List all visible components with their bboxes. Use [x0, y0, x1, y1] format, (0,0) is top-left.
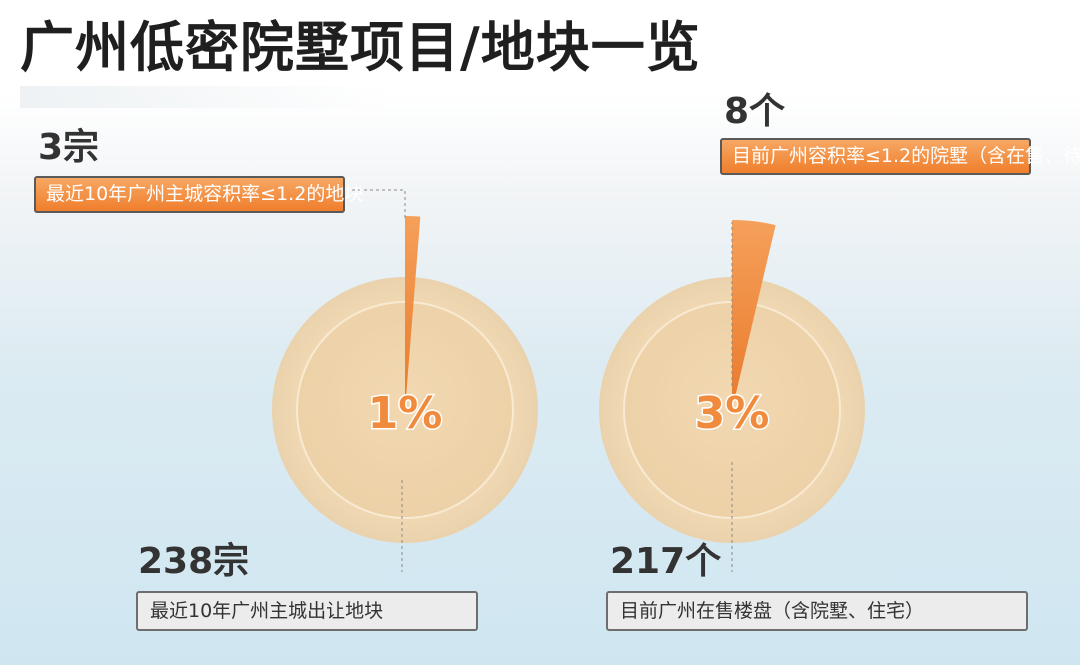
pie2-total-count: 217个	[610, 541, 722, 582]
pie2-highlight-slice	[732, 220, 776, 410]
title-underline-fade	[20, 86, 390, 108]
pie2-highlight-label: 目前广州容积率≤1.2的院墅（含在售、待售）	[720, 138, 1080, 175]
pie1-highlight-count: 3宗	[38, 127, 100, 168]
pie2-center-label: 3%	[695, 388, 770, 439]
pie1-highlight-label: 最近10年广州主城容积率≤1.2的地块	[34, 176, 363, 213]
pie1-highlight-slice	[405, 216, 421, 410]
pie1-total-label: 最近10年广州主城出让地块	[136, 591, 478, 631]
page-title: 广州低密院墅项目/地块一览	[20, 16, 701, 79]
pie2-total-label: 目前广州在售楼盘（含院墅、住宅）	[606, 591, 1028, 631]
pie1-center-label: 1%	[368, 388, 443, 439]
pie2-highlight-count: 8个	[724, 91, 786, 132]
pie1-total-count: 238宗	[138, 541, 250, 582]
